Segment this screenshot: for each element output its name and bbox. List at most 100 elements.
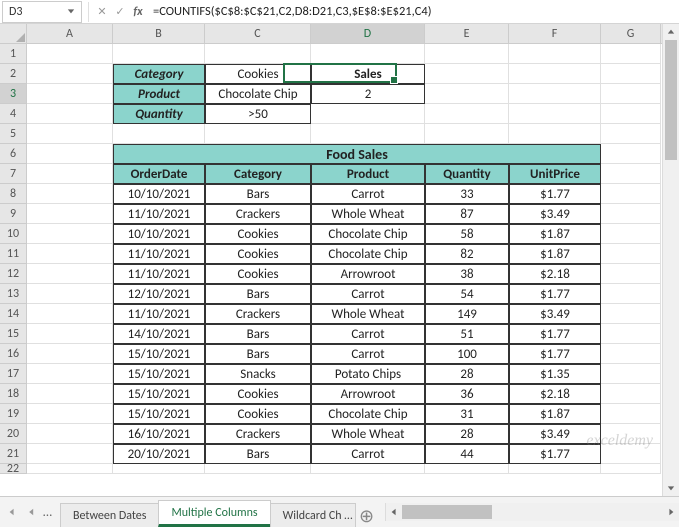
cell-B11[interactable]: 11/10/2021	[113, 244, 205, 264]
cell-G21[interactable]	[601, 444, 661, 464]
row-header-6[interactable]: 6	[0, 144, 26, 164]
cell-G4[interactable]	[601, 104, 661, 124]
cell-G13[interactable]	[601, 284, 661, 304]
cell-E16[interactable]: 100	[425, 344, 509, 364]
cell-D18[interactable]: Arrowroot	[311, 384, 425, 404]
cell-A18[interactable]	[27, 384, 113, 404]
cell-E15[interactable]: 51	[425, 324, 509, 344]
hscroll-left-icon[interactable]	[386, 508, 402, 516]
cell-C16[interactable]: Bars	[205, 344, 311, 364]
cell-F16[interactable]: $1.77	[509, 344, 601, 364]
accept-formula-icon[interactable]: ✓	[111, 2, 129, 22]
cell-C17[interactable]: Snacks	[205, 364, 311, 384]
cell-B17[interactable]: 15/10/2021	[113, 364, 205, 384]
cell-F19[interactable]: $1.87	[509, 404, 601, 424]
cell-D1[interactable]	[311, 44, 425, 64]
cell-F15[interactable]: $1.77	[509, 324, 601, 344]
cell-F14[interactable]: $3.49	[509, 304, 601, 324]
cell-C5[interactable]	[205, 124, 311, 144]
new-sheet-button[interactable]: ⊕	[355, 505, 379, 527]
cell-C18[interactable]: Cookies	[205, 384, 311, 404]
cell-G9[interactable]	[601, 204, 661, 224]
cell-C12[interactable]: Cookies	[205, 264, 311, 284]
cell-C10[interactable]: Cookies	[205, 224, 311, 244]
cell-C3[interactable]: Chocolate Chip	[205, 84, 311, 104]
cell-E17[interactable]: 28	[425, 364, 509, 384]
row-header-12[interactable]: 12	[0, 264, 26, 284]
horizontal-scrollbar[interactable]	[385, 503, 679, 521]
cell-G8[interactable]	[601, 184, 661, 204]
cell-E19[interactable]: 31	[425, 404, 509, 424]
cell-B9[interactable]: 11/10/2021	[113, 204, 205, 224]
cell-A22[interactable]	[27, 464, 113, 474]
cell-A1[interactable]	[27, 44, 113, 64]
cell-A10[interactable]	[27, 224, 113, 244]
cell-A9[interactable]	[27, 204, 113, 224]
row-header-3[interactable]: 3	[0, 84, 26, 104]
cell-B20[interactable]: 16/10/2021	[113, 424, 205, 444]
cell-F17[interactable]: $1.35	[509, 364, 601, 384]
cell-D20[interactable]: Whole Wheat	[311, 424, 425, 444]
cell-A11[interactable]	[27, 244, 113, 264]
cell-D21[interactable]: Carrot	[311, 444, 425, 464]
formula-input[interactable]	[147, 1, 679, 23]
col-header-B[interactable]: B	[113, 24, 205, 43]
row-header-14[interactable]: 14	[0, 304, 26, 324]
cell-E1[interactable]	[425, 44, 509, 64]
cell-D12[interactable]: Arrowroot	[311, 264, 425, 284]
col-header-G[interactable]: G	[601, 24, 661, 43]
cell-B12[interactable]: 11/10/2021	[113, 264, 205, 284]
row-header-11[interactable]: 11	[0, 244, 26, 264]
hscroll-thumb[interactable]	[402, 505, 492, 519]
vscroll-thumb[interactable]	[665, 40, 677, 160]
cell-G12[interactable]	[601, 264, 661, 284]
cell-C4[interactable]: >50	[205, 104, 311, 124]
cell-F3[interactable]	[509, 84, 601, 104]
scroll-up-icon[interactable]	[663, 24, 679, 40]
cell-B13[interactable]: 12/10/2021	[113, 284, 205, 304]
cell-A5[interactable]	[27, 124, 113, 144]
cell-E2[interactable]	[425, 64, 509, 84]
cell-C14[interactable]: Crackers	[205, 304, 311, 324]
cell-B2[interactable]: Category	[113, 64, 205, 84]
tab-nav-first-icon[interactable]	[4, 503, 20, 521]
cell-A12[interactable]	[27, 264, 113, 284]
cell-F12[interactable]: $2.18	[509, 264, 601, 284]
cell-A6[interactable]	[27, 144, 113, 164]
cell-D9[interactable]: Whole Wheat	[311, 204, 425, 224]
cell-D19[interactable]: Chocolate Chip	[311, 404, 425, 424]
cell-D5[interactable]	[311, 124, 425, 144]
cell-E22[interactable]	[425, 464, 509, 474]
col-header-D[interactable]: D	[311, 24, 425, 43]
cell-C21[interactable]: Bars	[205, 444, 311, 464]
cell-G6[interactable]	[601, 144, 661, 164]
cell-C2[interactable]: Cookies	[205, 64, 311, 84]
cell-G20[interactable]	[601, 424, 661, 444]
cell-A4[interactable]	[27, 104, 113, 124]
cell-E11[interactable]: 82	[425, 244, 509, 264]
cell-G15[interactable]	[601, 324, 661, 344]
row-header-10[interactable]: 10	[0, 224, 26, 244]
cell-G22[interactable]	[601, 464, 661, 474]
fx-icon[interactable]: fx	[129, 2, 147, 22]
cell-A13[interactable]	[27, 284, 113, 304]
cell-C20[interactable]: Crackers	[205, 424, 311, 444]
cell-F22[interactable]	[509, 464, 601, 474]
row-header-18[interactable]: 18	[0, 384, 26, 404]
cell-B18[interactable]: 15/10/2021	[113, 384, 205, 404]
cell-E13[interactable]: 54	[425, 284, 509, 304]
cell-D10[interactable]: Chocolate Chip	[311, 224, 425, 244]
vertical-scrollbar[interactable]	[662, 24, 679, 496]
cell-E10[interactable]: 58	[425, 224, 509, 244]
cell-C9[interactable]: Crackers	[205, 204, 311, 224]
col-header-E[interactable]: E	[425, 24, 509, 43]
cell-B8[interactable]: 10/10/2021	[113, 184, 205, 204]
cell-A15[interactable]	[27, 324, 113, 344]
row-header-1[interactable]: 1	[0, 44, 26, 64]
cell-D3[interactable]: 2	[311, 84, 425, 104]
row-header-8[interactable]: 8	[0, 184, 26, 204]
cell-G18[interactable]	[601, 384, 661, 404]
cell-B15[interactable]: 14/10/2021	[113, 324, 205, 344]
cell-E3[interactable]	[425, 84, 509, 104]
cell-D7[interactable]: Product	[311, 164, 425, 184]
